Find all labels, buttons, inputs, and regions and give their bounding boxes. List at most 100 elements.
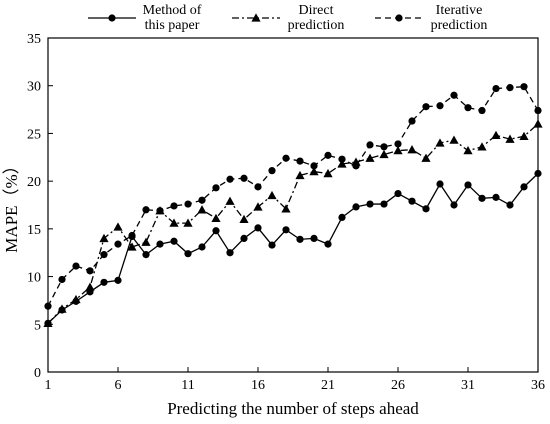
series-2-point-34 bbox=[520, 83, 528, 91]
y-tick-label-7: 35 bbox=[27, 32, 41, 47]
series-2-point-24 bbox=[380, 143, 388, 151]
legend-label-2-1: prediction bbox=[431, 18, 488, 33]
series-2-point-31 bbox=[478, 106, 486, 115]
series-0-point-31 bbox=[478, 194, 486, 202]
series-2-point-20 bbox=[324, 151, 332, 159]
series-0-point-19 bbox=[310, 234, 318, 242]
series-0-point-28 bbox=[436, 180, 444, 188]
series-2-point-30 bbox=[464, 104, 472, 112]
series-2-point-25 bbox=[394, 140, 402, 148]
legend-marker-2 bbox=[395, 14, 403, 22]
series-1-point-25 bbox=[393, 146, 403, 155]
series-1-point-13 bbox=[225, 196, 235, 205]
series-0-point-21 bbox=[338, 213, 346, 222]
series-0-point-32 bbox=[492, 193, 500, 201]
series-2-point-32 bbox=[492, 84, 500, 93]
series-2-point-18 bbox=[296, 157, 304, 165]
series-2-point-33 bbox=[506, 84, 514, 92]
x-tick-label-0: 1 bbox=[45, 378, 52, 393]
series-2-point-12 bbox=[212, 184, 220, 192]
series-0-point-13 bbox=[226, 249, 234, 257]
series-0-point-5 bbox=[114, 276, 122, 284]
y-tick-label-4: 20 bbox=[27, 175, 41, 190]
series-1-point-23 bbox=[365, 153, 375, 162]
series-1-point-33 bbox=[505, 134, 515, 143]
series-1-point-10 bbox=[183, 218, 193, 227]
series-1-point-16 bbox=[267, 190, 277, 200]
series-0-point-30 bbox=[464, 181, 472, 189]
series-0-point-18 bbox=[296, 235, 304, 243]
series-1-point-2 bbox=[71, 294, 81, 304]
y-axis-label: MAPE（%） bbox=[2, 157, 21, 252]
y-tick-label-1: 5 bbox=[34, 318, 41, 333]
series-2-point-3 bbox=[86, 267, 94, 275]
series-0-point-29 bbox=[450, 201, 458, 209]
series-2-point-26 bbox=[408, 117, 416, 125]
series-2-point-5 bbox=[114, 240, 122, 248]
series-1-point-14 bbox=[239, 214, 249, 223]
series-1-point-9 bbox=[169, 218, 179, 227]
series-0-point-16 bbox=[268, 241, 276, 249]
x-tick-label-2: 11 bbox=[181, 378, 194, 393]
series-1-point-34 bbox=[519, 131, 529, 140]
legend-label-1-1: prediction bbox=[288, 18, 345, 33]
series-1-point-7 bbox=[141, 237, 151, 246]
plot-area bbox=[43, 83, 543, 328]
y-tick-label-2: 10 bbox=[27, 271, 41, 286]
series-0-point-11 bbox=[198, 243, 206, 251]
x-tick-label-5: 26 bbox=[391, 378, 405, 393]
series-2-point-11 bbox=[198, 196, 206, 204]
series-0-point-8 bbox=[156, 240, 164, 248]
series-0-point-12 bbox=[212, 227, 220, 235]
series-1-point-27 bbox=[421, 153, 431, 162]
series-2-point-29 bbox=[450, 91, 458, 99]
series-1-point-5 bbox=[113, 222, 123, 231]
series-2-point-17 bbox=[282, 154, 290, 162]
legend-marker-1 bbox=[251, 13, 261, 22]
series-1-point-30 bbox=[463, 146, 473, 155]
series-2-point-9 bbox=[170, 202, 178, 210]
series-2-point-1 bbox=[58, 275, 66, 284]
series-1-point-32 bbox=[491, 130, 501, 140]
series-2-point-4 bbox=[100, 251, 108, 259]
series-line-0 bbox=[47, 173, 539, 324]
series-0-point-26 bbox=[408, 197, 416, 205]
series-1-point-4 bbox=[99, 233, 109, 243]
series-2-point-7 bbox=[142, 206, 150, 214]
x-tick-label-1: 6 bbox=[115, 378, 122, 393]
series-2 bbox=[44, 83, 542, 310]
x-axis-label: Predicting the number of steps ahead bbox=[167, 399, 419, 418]
series-1-point-28 bbox=[435, 138, 445, 147]
series-1-point-21 bbox=[337, 159, 347, 168]
series-2-point-28 bbox=[436, 102, 444, 110]
plot-frame bbox=[47, 37, 539, 373]
legend-label-2-0: Iterative bbox=[436, 3, 483, 18]
series-2-point-14 bbox=[240, 174, 248, 182]
series-2-point-10 bbox=[184, 200, 192, 208]
series-1-point-31 bbox=[477, 142, 487, 151]
series-0 bbox=[44, 169, 542, 327]
legend-marker-0 bbox=[108, 14, 116, 22]
series-2-point-15 bbox=[254, 183, 262, 191]
series-2-point-21 bbox=[338, 155, 346, 163]
series-2-point-23 bbox=[366, 141, 374, 149]
y-tick-label-3: 15 bbox=[27, 223, 41, 238]
series-0-point-10 bbox=[184, 250, 192, 258]
series-1-point-11 bbox=[197, 205, 207, 214]
series-0-point-4 bbox=[100, 278, 108, 286]
series-1-point-1 bbox=[57, 304, 67, 313]
legend-label-1-0: Direct bbox=[299, 3, 334, 18]
series-2-point-2 bbox=[72, 262, 80, 270]
legend-label-0-0: Method of bbox=[143, 3, 202, 18]
series-1-point-12 bbox=[211, 213, 221, 223]
y-tick-label-0: 0 bbox=[34, 366, 41, 381]
series-1-point-26 bbox=[407, 145, 417, 154]
series-line-2 bbox=[47, 85, 539, 307]
series-0-point-17 bbox=[282, 226, 290, 234]
x-tick-label-4: 21 bbox=[321, 378, 335, 393]
series-1-point-29 bbox=[449, 135, 459, 144]
